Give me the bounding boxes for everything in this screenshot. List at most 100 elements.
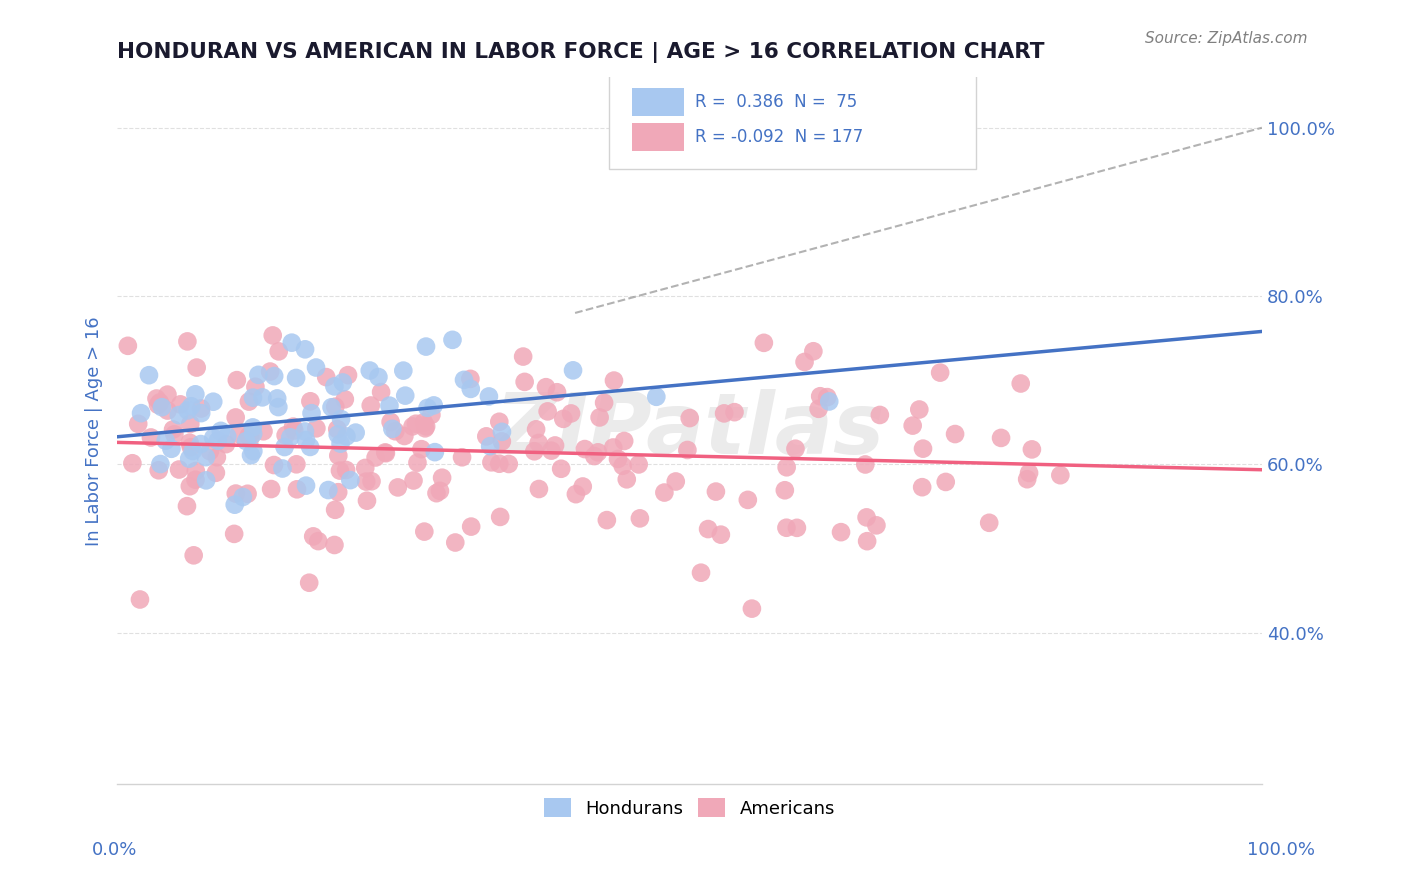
Hondurans: [453, 373, 475, 387]
Americans: [429, 483, 451, 498]
Americans: [935, 475, 957, 489]
Americans: [560, 406, 582, 420]
Text: R =  0.386  N =  75: R = 0.386 N = 75: [696, 93, 858, 111]
Americans: [697, 522, 720, 536]
Americans: [869, 408, 891, 422]
Americans: [259, 365, 281, 379]
Hondurans: [247, 368, 270, 382]
Americans: [305, 421, 328, 435]
Americans: [491, 434, 513, 449]
Americans: [741, 601, 763, 615]
Hondurans: [176, 403, 198, 417]
Hondurans: [394, 389, 416, 403]
Americans: [574, 442, 596, 456]
Hondurans: [209, 424, 232, 438]
Hondurans: [242, 444, 264, 458]
Americans: [540, 443, 562, 458]
Legend: Hondurans, Americans: Hondurans, Americans: [537, 791, 842, 825]
Hondurans: [305, 360, 328, 375]
Americans: [979, 516, 1001, 530]
Hondurans: [281, 335, 304, 350]
Americans: [1021, 442, 1043, 457]
Americans: [260, 482, 283, 496]
Hondurans: [294, 425, 316, 439]
Americans: [627, 458, 650, 472]
Hondurans: [202, 394, 225, 409]
Americans: [354, 461, 377, 475]
Americans: [283, 424, 305, 438]
Hondurans: [242, 426, 264, 441]
Americans: [307, 534, 329, 549]
Hondurans: [149, 457, 172, 471]
Americans: [162, 423, 184, 437]
Americans: [488, 457, 510, 471]
Americans: [323, 400, 346, 414]
Americans: [425, 486, 447, 500]
Americans: [176, 334, 198, 349]
Americans: [553, 412, 575, 426]
Americans: [865, 518, 887, 533]
Americans: [315, 370, 337, 384]
Americans: [224, 527, 246, 541]
Americans: [536, 404, 558, 418]
Hondurans: [184, 387, 207, 401]
Americans: [785, 442, 807, 456]
Americans: [586, 445, 609, 459]
Hondurans: [240, 448, 263, 462]
Americans: [323, 503, 346, 517]
Americans: [298, 575, 321, 590]
Hondurans: [285, 371, 308, 385]
Americans: [583, 449, 606, 463]
Hondurans: [479, 439, 502, 453]
Americans: [184, 473, 207, 487]
Americans: [205, 466, 228, 480]
Americans: [723, 405, 745, 419]
Y-axis label: In Labor Force | Age > 16: In Labor Force | Age > 16: [86, 316, 103, 546]
Americans: [786, 521, 808, 535]
Americans: [127, 417, 149, 431]
Americans: [228, 427, 250, 442]
Hondurans: [266, 392, 288, 406]
Americans: [908, 402, 931, 417]
Americans: [374, 446, 396, 460]
Americans: [205, 450, 228, 465]
Americans: [704, 484, 727, 499]
Americans: [628, 511, 651, 525]
Americans: [328, 485, 350, 500]
Americans: [190, 401, 212, 416]
Americans: [179, 417, 201, 431]
Americans: [415, 419, 437, 434]
Americans: [145, 392, 167, 406]
Americans: [596, 513, 619, 527]
Hondurans: [167, 408, 190, 422]
Hondurans: [460, 382, 482, 396]
Americans: [121, 456, 143, 470]
Americans: [911, 480, 934, 494]
Americans: [911, 442, 934, 456]
Hondurans: [129, 406, 152, 420]
Text: Source: ZipAtlas.com: Source: ZipAtlas.com: [1144, 31, 1308, 46]
Americans: [380, 415, 402, 429]
Hondurans: [235, 434, 257, 448]
Hondurans: [301, 406, 323, 420]
Hondurans: [181, 444, 204, 458]
Americans: [156, 387, 179, 401]
Americans: [384, 424, 406, 438]
Americans: [411, 442, 433, 457]
Americans: [527, 482, 550, 496]
Text: 0.0%: 0.0%: [91, 840, 136, 858]
Text: HONDURAN VS AMERICAN IN LABOR FORCE | AGE > 16 CORRELATION CHART: HONDURAN VS AMERICAN IN LABOR FORCE | AG…: [117, 42, 1045, 62]
Americans: [603, 374, 626, 388]
Americans: [853, 458, 876, 472]
FancyBboxPatch shape: [609, 70, 976, 169]
Hondurans: [138, 368, 160, 383]
Americans: [571, 479, 593, 493]
Americans: [360, 475, 382, 489]
Americans: [690, 566, 713, 580]
Americans: [855, 510, 877, 524]
Hondurans: [160, 442, 183, 456]
Americans: [593, 395, 616, 409]
Hondurans: [330, 412, 353, 426]
Americans: [544, 438, 567, 452]
Americans: [588, 410, 610, 425]
